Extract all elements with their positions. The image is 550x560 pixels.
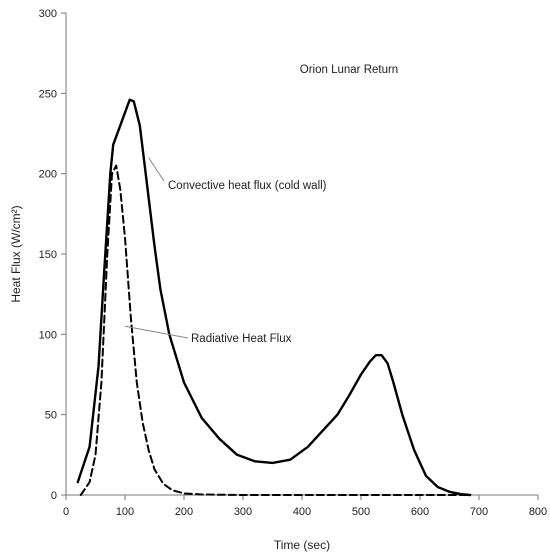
y-axis-title: Heat Flux (W/cm²) <box>9 205 23 302</box>
y-tick-label: 300 <box>39 8 57 20</box>
radiative-series-line <box>79 164 469 496</box>
annotations: Convective heat flux (cold wall) Radiati… <box>124 157 327 345</box>
y-tick-label: 200 <box>39 169 57 181</box>
y-tick-label: 100 <box>39 329 57 341</box>
axes <box>65 13 538 496</box>
x-axis-title: Time (sec) <box>274 538 330 552</box>
radiative-annotation-label: Radiative Heat Flux <box>191 333 292 345</box>
y-tick-label: 150 <box>39 249 57 261</box>
convective-annotation-leader <box>148 157 165 182</box>
y-tick-label: 50 <box>45 410 57 422</box>
series-group <box>76 98 472 497</box>
x-tick-label: 700 <box>470 506 488 518</box>
convective-series-line <box>76 98 472 497</box>
x-tick-label: 100 <box>116 506 134 518</box>
x-tick-label: 800 <box>529 506 547 518</box>
y-tick-label: 0 <box>51 490 57 502</box>
x-tick-label: 400 <box>293 506 311 518</box>
radiative-annotation-leader <box>124 325 189 339</box>
chart-title: Orion Lunar Return <box>300 64 398 76</box>
x-tick-label: 600 <box>411 506 429 518</box>
x-tick-label: 200 <box>175 506 193 518</box>
y-tick-label: 250 <box>39 88 57 100</box>
ticks: 0 100 200 300 400 500 600 700 800 0 50 100 150 200 250… <box>39 8 548 518</box>
convective-annotation-label: Convective heat flux (cold wall) <box>168 180 327 192</box>
x-tick-label: 300 <box>234 506 252 518</box>
x-tick-label: 0 <box>63 506 69 518</box>
x-tick-label: 500 <box>352 506 370 518</box>
